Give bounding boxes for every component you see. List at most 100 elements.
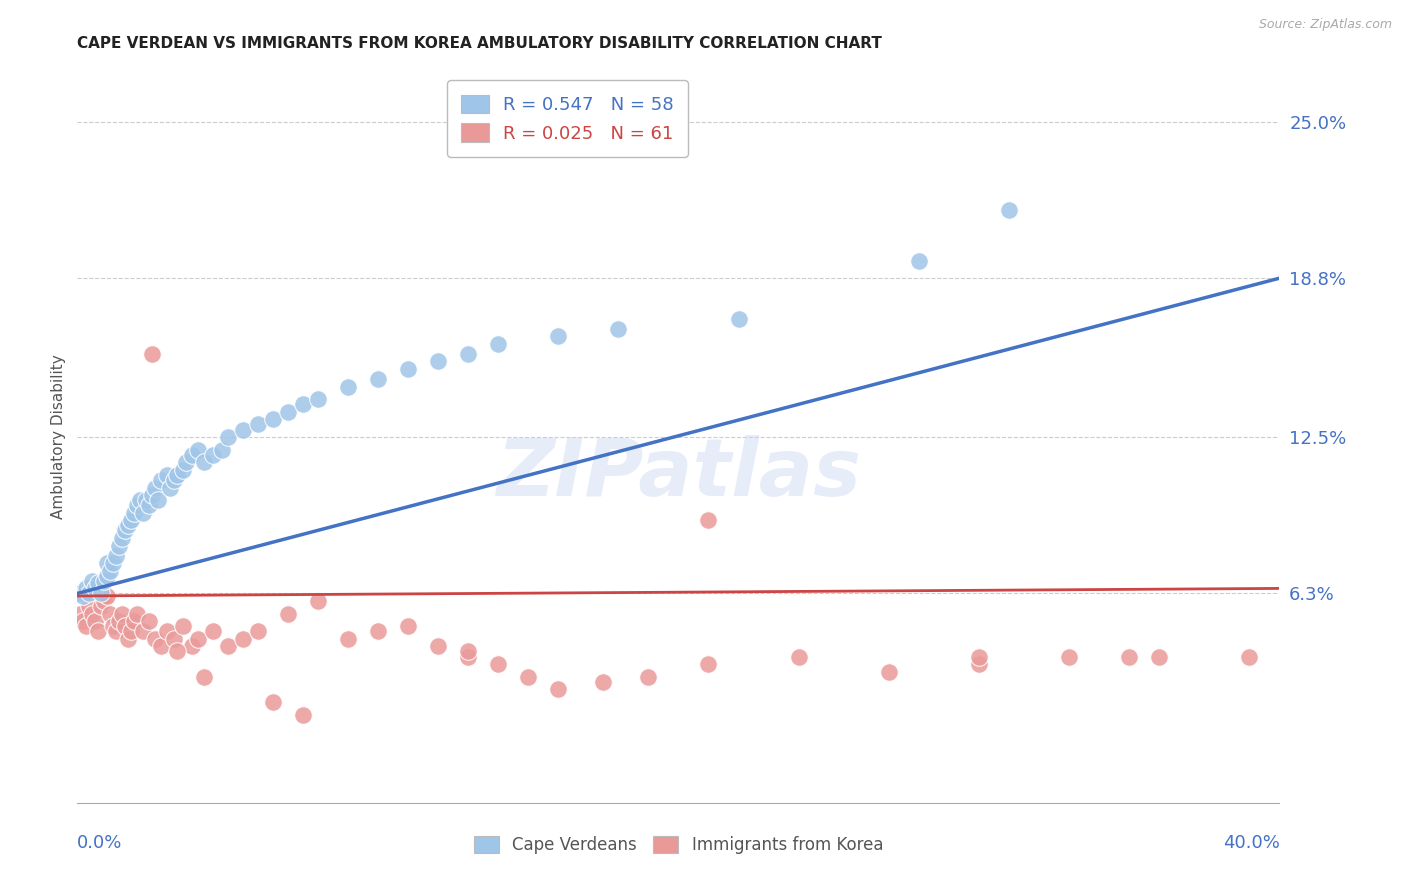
- Point: [336, 379, 359, 393]
- Point: [232, 632, 254, 646]
- Point: [138, 614, 160, 628]
- Point: [100, 564, 122, 578]
- Point: [87, 576, 110, 591]
- Point: [103, 556, 125, 570]
- Point: [877, 665, 900, 679]
- Point: [124, 614, 146, 628]
- Point: [150, 640, 173, 654]
- Text: ZIPatlas: ZIPatlas: [496, 434, 860, 513]
- Point: [117, 632, 139, 646]
- Point: [637, 670, 659, 684]
- Point: [159, 481, 181, 495]
- Point: [117, 518, 139, 533]
- Point: [486, 657, 509, 671]
- Point: [156, 467, 179, 482]
- Point: [82, 574, 104, 588]
- Point: [232, 423, 254, 437]
- Point: [145, 632, 167, 646]
- Point: [277, 607, 299, 621]
- Point: [69, 607, 91, 621]
- Point: [108, 539, 131, 553]
- Text: 40.0%: 40.0%: [1223, 834, 1279, 852]
- Point: [1149, 649, 1171, 664]
- Point: [367, 372, 389, 386]
- Point: [72, 589, 94, 603]
- Point: [127, 498, 149, 512]
- Point: [82, 607, 104, 621]
- Point: [105, 549, 128, 563]
- Point: [156, 624, 179, 639]
- Point: [457, 649, 479, 664]
- Point: [1239, 649, 1261, 664]
- Point: [396, 619, 419, 633]
- Point: [217, 640, 239, 654]
- Point: [607, 321, 630, 335]
- Point: [1118, 649, 1140, 664]
- Point: [246, 417, 269, 432]
- Point: [262, 412, 284, 426]
- Point: [697, 513, 720, 527]
- Point: [201, 448, 224, 462]
- Text: CAPE VERDEAN VS IMMIGRANTS FROM KOREA AMBULATORY DISABILITY CORRELATION CHART: CAPE VERDEAN VS IMMIGRANTS FROM KOREA AM…: [77, 36, 882, 51]
- Point: [150, 473, 173, 487]
- Point: [75, 619, 97, 633]
- Point: [172, 463, 194, 477]
- Point: [105, 624, 128, 639]
- Point: [967, 657, 990, 671]
- Point: [166, 467, 188, 482]
- Point: [69, 586, 91, 600]
- Point: [186, 442, 209, 457]
- Point: [547, 682, 569, 697]
- Point: [727, 311, 749, 326]
- Point: [79, 586, 101, 600]
- Point: [138, 498, 160, 512]
- Point: [336, 632, 359, 646]
- Point: [114, 619, 136, 633]
- Point: [87, 624, 110, 639]
- Point: [457, 644, 479, 658]
- Point: [72, 614, 94, 628]
- Point: [291, 397, 314, 411]
- Point: [103, 619, 125, 633]
- Point: [262, 695, 284, 709]
- Point: [277, 405, 299, 419]
- Point: [174, 455, 197, 469]
- Point: [145, 481, 167, 495]
- Point: [100, 607, 122, 621]
- Point: [132, 624, 155, 639]
- Point: [193, 455, 215, 469]
- Point: [697, 657, 720, 671]
- Point: [141, 347, 163, 361]
- Point: [967, 649, 990, 664]
- Point: [90, 599, 112, 613]
- Point: [114, 524, 136, 538]
- Point: [180, 640, 202, 654]
- Point: [246, 624, 269, 639]
- Point: [120, 513, 142, 527]
- Point: [111, 607, 134, 621]
- Point: [427, 354, 450, 368]
- Point: [787, 649, 810, 664]
- Point: [127, 607, 149, 621]
- Point: [307, 594, 329, 608]
- Point: [162, 632, 184, 646]
- Point: [93, 594, 115, 608]
- Point: [396, 362, 419, 376]
- Point: [96, 569, 118, 583]
- Point: [162, 473, 184, 487]
- Point: [307, 392, 329, 407]
- Point: [120, 624, 142, 639]
- Point: [217, 430, 239, 444]
- Point: [132, 506, 155, 520]
- Point: [291, 707, 314, 722]
- Point: [427, 640, 450, 654]
- Point: [908, 253, 931, 268]
- Point: [367, 624, 389, 639]
- Point: [486, 336, 509, 351]
- Point: [129, 493, 152, 508]
- Point: [186, 632, 209, 646]
- Text: 0.0%: 0.0%: [77, 834, 122, 852]
- Point: [1057, 649, 1080, 664]
- Point: [75, 582, 97, 596]
- Point: [592, 674, 614, 689]
